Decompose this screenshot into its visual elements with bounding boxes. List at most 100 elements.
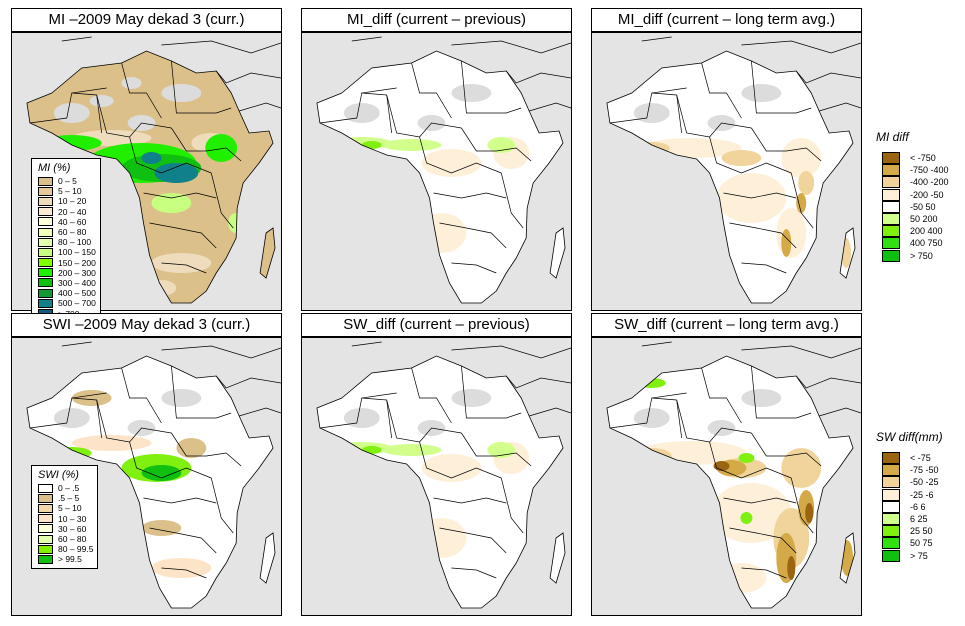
value-region — [146, 280, 177, 296]
legend-title: SW diff(mm) — [876, 430, 943, 444]
value-region — [161, 389, 202, 407]
legend-item: 10 – 30 — [38, 514, 93, 524]
country-border — [149, 222, 217, 249]
value-region — [89, 95, 114, 107]
country-border — [210, 477, 234, 534]
value-region — [141, 520, 182, 536]
legend-swatch — [882, 164, 900, 177]
legend-label: 10 – 30 — [58, 513, 87, 524]
legend-item: -400 -200 — [882, 176, 949, 189]
legend-label: -25 -6 — [910, 489, 934, 500]
country-border — [751, 432, 822, 467]
legend-item: > 99.5 — [38, 554, 93, 564]
legend-label: 0 – 5 — [58, 176, 77, 187]
country-border — [723, 497, 797, 504]
legend-label: 80 – 100 — [58, 237, 92, 248]
legend-swatch — [38, 207, 53, 217]
legend-swatch — [882, 249, 900, 262]
value-region — [633, 103, 670, 123]
legend-label: 5 – 10 — [58, 503, 82, 514]
country-border — [500, 477, 524, 534]
value-region — [741, 389, 782, 407]
legend-item: 150 – 200 — [38, 258, 96, 268]
legend-swatch — [38, 514, 53, 524]
legend-item: 60 – 80 — [38, 227, 96, 237]
legend-item: 200 400 — [882, 225, 949, 238]
value-region — [711, 483, 792, 543]
legend-swatch — [882, 200, 900, 213]
legend-item: 500 – 700 — [38, 298, 96, 308]
country-border — [751, 127, 822, 162]
legend-swatch — [882, 476, 900, 489]
country-border — [439, 527, 507, 554]
value-region — [205, 134, 238, 162]
country-border — [149, 527, 217, 554]
legend-swatch — [38, 493, 53, 503]
legend-label: 0 – .5 — [58, 483, 80, 494]
value-region — [161, 84, 202, 102]
legend-label: 150 – 200 — [58, 257, 96, 268]
country-border — [129, 136, 212, 174]
legend-mi-diff: MI diff < -750 -750 -400 -400 -200 -200 -50… — [876, 130, 949, 262]
panel-title: MI_diff (current – long term avg.) — [591, 8, 862, 32]
legend-label: > 75 — [910, 550, 928, 561]
country-border — [433, 497, 507, 504]
value-region — [421, 454, 482, 482]
legend-swatch — [38, 278, 53, 288]
value-region — [781, 138, 822, 178]
value-region — [154, 163, 199, 183]
coastline — [26, 355, 274, 609]
legend-swatch — [882, 464, 900, 477]
value-region — [361, 141, 382, 149]
country-border — [419, 441, 502, 479]
country-border — [71, 397, 172, 443]
legend-item: 0 – .5 — [38, 483, 93, 493]
legend-swatch — [38, 186, 53, 196]
value-region — [53, 103, 90, 123]
coastline — [839, 532, 856, 584]
country-border — [609, 392, 687, 429]
country-border — [143, 497, 217, 504]
country-border — [161, 567, 207, 579]
legend-label: 500 – 700 — [58, 298, 96, 309]
panel-title: SW_diff (current – previous) — [301, 313, 572, 337]
legend-item: 300 – 400 — [38, 278, 96, 288]
legend-swatch — [882, 237, 900, 250]
legend-label: -50 50 — [910, 201, 936, 212]
value-region — [781, 229, 792, 257]
country-border — [439, 222, 507, 249]
legend-item: 0 – 5 — [38, 176, 96, 186]
country-border — [411, 62, 452, 119]
country-border — [609, 87, 687, 124]
value-region — [798, 171, 815, 195]
legend-item: 50 75 — [882, 537, 943, 550]
coastline — [26, 50, 274, 304]
value-region — [331, 137, 392, 149]
legend-swatch — [882, 188, 900, 201]
coastline-outline — [61, 36, 281, 112]
value-region — [41, 135, 102, 151]
panel-title: MI_diff (current – previous) — [301, 8, 572, 32]
country-border — [676, 399, 683, 439]
legend-label: 20 – 40 — [58, 206, 87, 217]
value-region — [151, 558, 212, 578]
coastline — [549, 532, 566, 584]
country-border — [433, 192, 507, 199]
legend-label: > 750 — [910, 250, 933, 261]
panel-title: SW_diff (current – long term avg.) — [591, 313, 862, 337]
country-border — [71, 92, 172, 138]
legend-label: 50 200 — [910, 214, 938, 225]
coastline — [606, 355, 854, 609]
legend-item: -750 -400 — [882, 164, 949, 177]
value-region — [151, 253, 212, 273]
legend-label: -200 -50 — [910, 189, 944, 200]
legend-swatch — [38, 176, 53, 186]
legend-title: SWI (%) — [38, 469, 79, 481]
legend-label: 200 400 — [910, 226, 943, 237]
country-border — [709, 136, 792, 174]
country-border — [461, 365, 522, 419]
legend-label: -50 -25 — [910, 477, 939, 488]
country-border — [709, 441, 792, 479]
coastline — [839, 227, 856, 279]
country-border — [751, 365, 812, 419]
